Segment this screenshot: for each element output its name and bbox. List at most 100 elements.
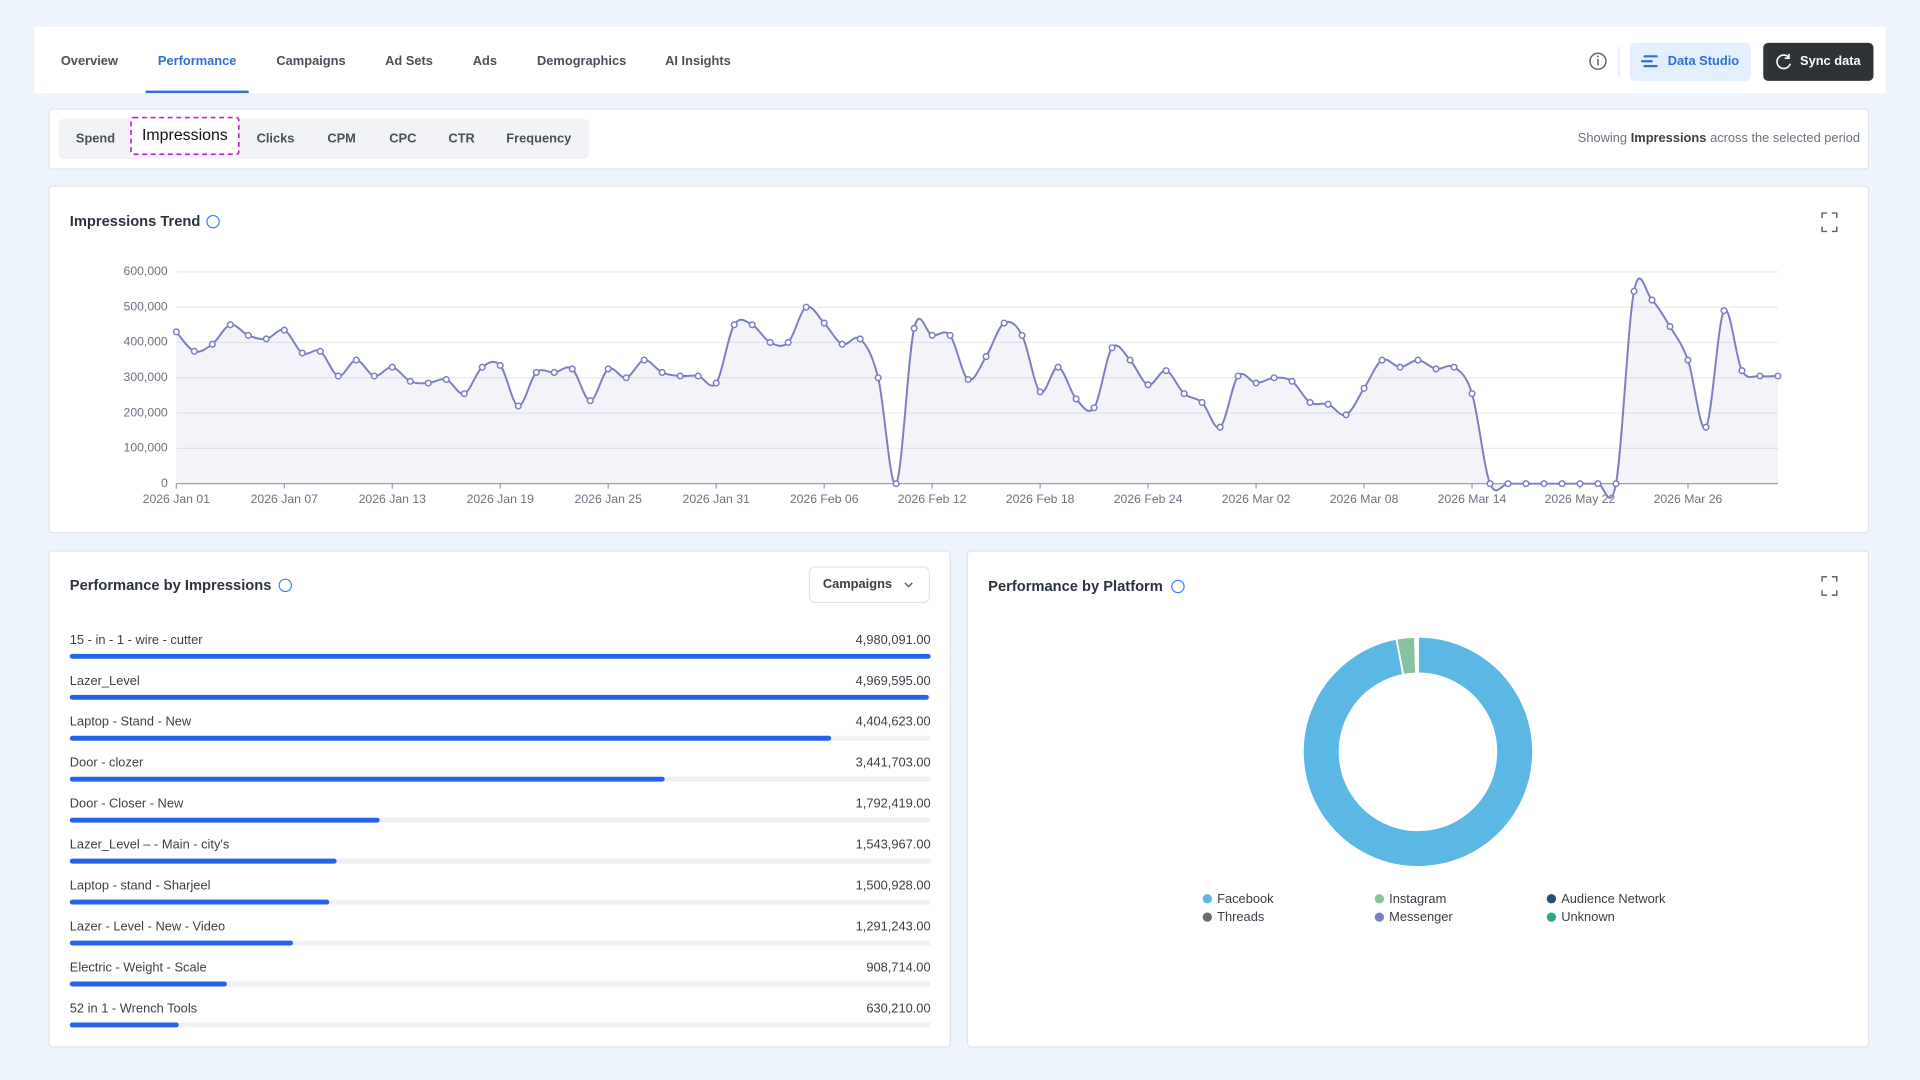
point xyxy=(1450,363,1458,371)
point xyxy=(1252,379,1260,387)
point xyxy=(1432,365,1440,373)
point xyxy=(1090,404,1098,412)
dropdown[interactable] xyxy=(808,566,930,604)
bar-value-label: 1,792,419.00 xyxy=(856,796,931,811)
bar-value-label: 1,543,967.00 xyxy=(856,837,931,852)
point xyxy=(460,390,468,398)
x-tick-label: 2026 Jan 13 xyxy=(359,492,427,506)
nav-tab[interactable]: Overview xyxy=(61,53,119,68)
y-tick-label: 300,000 xyxy=(124,370,168,384)
point xyxy=(550,368,558,377)
point xyxy=(1270,374,1278,382)
pie-slice xyxy=(1416,635,1419,675)
point xyxy=(1774,372,1782,380)
pie-panel xyxy=(966,550,1870,1048)
metric-tab[interactable]: CTR xyxy=(448,130,475,145)
point xyxy=(568,365,576,373)
point xyxy=(748,321,756,329)
bar-track xyxy=(69,981,931,987)
active-tab-underline xyxy=(145,90,249,94)
data-studio-icon xyxy=(1640,55,1658,68)
point xyxy=(1540,480,1548,488)
x-tick-label: 2026 May 22 xyxy=(1545,492,1616,506)
point xyxy=(1036,388,1044,396)
nav-tab[interactable]: Ad Sets xyxy=(385,53,433,68)
pie-slice xyxy=(1301,635,1534,868)
point xyxy=(1216,423,1224,431)
point xyxy=(334,372,342,380)
data-studio-label: Data Studio xyxy=(1668,53,1740,68)
x-tick-label: 2026 Jan 19 xyxy=(467,492,535,506)
help-icon[interactable] xyxy=(1171,579,1185,594)
nav-tab[interactable]: AI Insights xyxy=(665,53,731,68)
point xyxy=(208,340,216,348)
legend-swatch xyxy=(1202,912,1212,922)
point xyxy=(838,340,846,348)
point xyxy=(406,377,414,385)
point xyxy=(1396,363,1404,371)
status-text: Showing Impressions across the selected pe… xyxy=(1578,130,1860,145)
bar xyxy=(69,940,293,946)
nav-tab[interactable]: Campaigns xyxy=(276,53,345,68)
bar-value-label: 1,500,928.00 xyxy=(856,878,931,893)
trend-title: Impressions Trend xyxy=(70,214,201,230)
legend-swatch xyxy=(1374,912,1385,922)
point xyxy=(1702,423,1710,431)
help-icon[interactable] xyxy=(206,214,220,229)
point xyxy=(1288,377,1296,385)
point xyxy=(1468,390,1476,398)
bar-value-label: 1,291,243.00 xyxy=(856,919,931,934)
sync-button[interactable] xyxy=(1763,42,1874,81)
point xyxy=(226,321,234,329)
point xyxy=(1144,381,1152,389)
nav-tab[interactable]: Ads xyxy=(473,53,497,68)
point xyxy=(1018,331,1026,339)
legend-label: Threads xyxy=(1217,909,1264,924)
bar-label: Lazer - Level - New - Video xyxy=(70,919,225,934)
expand-icon[interactable] xyxy=(1821,212,1838,233)
y-tick-label: 200,000 xyxy=(124,405,168,419)
info-icon[interactable] xyxy=(1589,52,1607,70)
point xyxy=(1594,480,1602,488)
data-studio-button[interactable] xyxy=(1629,42,1752,81)
point xyxy=(1738,367,1746,375)
point xyxy=(874,374,882,382)
bar-label: Lazer_Level – - Main - city's xyxy=(70,837,230,852)
expand-icon[interactable] xyxy=(1821,576,1838,596)
bar-panel xyxy=(48,550,951,1048)
point xyxy=(1648,296,1656,304)
point xyxy=(514,402,522,410)
metric-tab[interactable]: Impressions xyxy=(142,127,228,144)
bar xyxy=(69,694,929,700)
bar xyxy=(69,899,330,905)
help-icon[interactable] xyxy=(278,578,293,593)
metric-tab[interactable]: Spend xyxy=(76,130,115,145)
point xyxy=(676,372,684,380)
bar-list: 15 - in - 1 - wire - cutter 4,980,091.00 L… xyxy=(69,632,931,1028)
dropdown-chevron xyxy=(904,582,913,588)
y-tick-label: 400,000 xyxy=(124,335,168,349)
point xyxy=(1306,398,1314,407)
bar xyxy=(69,817,380,823)
metric-tab[interactable]: Clicks xyxy=(257,130,295,145)
x-tick-label: 2026 Mar 14 xyxy=(1438,492,1507,506)
point xyxy=(1684,356,1692,364)
nav-tab[interactable]: Demographics xyxy=(537,53,626,68)
point xyxy=(172,328,180,336)
x-tick-label: 2026 Mar 08 xyxy=(1330,492,1399,506)
y-tick-label: 0 xyxy=(161,476,168,490)
bar-value-label: 630,210.00 xyxy=(866,1000,930,1015)
nav-tab[interactable]: Performance xyxy=(158,53,237,68)
trend-chart: 0 100,000 200,000 300,000 400,000 500,000 600,… xyxy=(124,264,1782,506)
x-tick-label: 2026 Feb 18 xyxy=(1006,492,1075,506)
point xyxy=(1000,319,1008,327)
bar xyxy=(69,776,665,782)
point xyxy=(1756,372,1764,380)
metric-tab[interactable]: CPM xyxy=(327,130,356,145)
metric-tab[interactable]: CPC xyxy=(389,130,416,145)
point xyxy=(1378,356,1386,364)
metric-tab[interactable]: Frequency xyxy=(506,130,572,145)
dropdown-label: Campaigns xyxy=(823,576,892,591)
bar-label: 15 - in - 1 - wire - cutter xyxy=(70,632,203,647)
point xyxy=(856,335,864,343)
